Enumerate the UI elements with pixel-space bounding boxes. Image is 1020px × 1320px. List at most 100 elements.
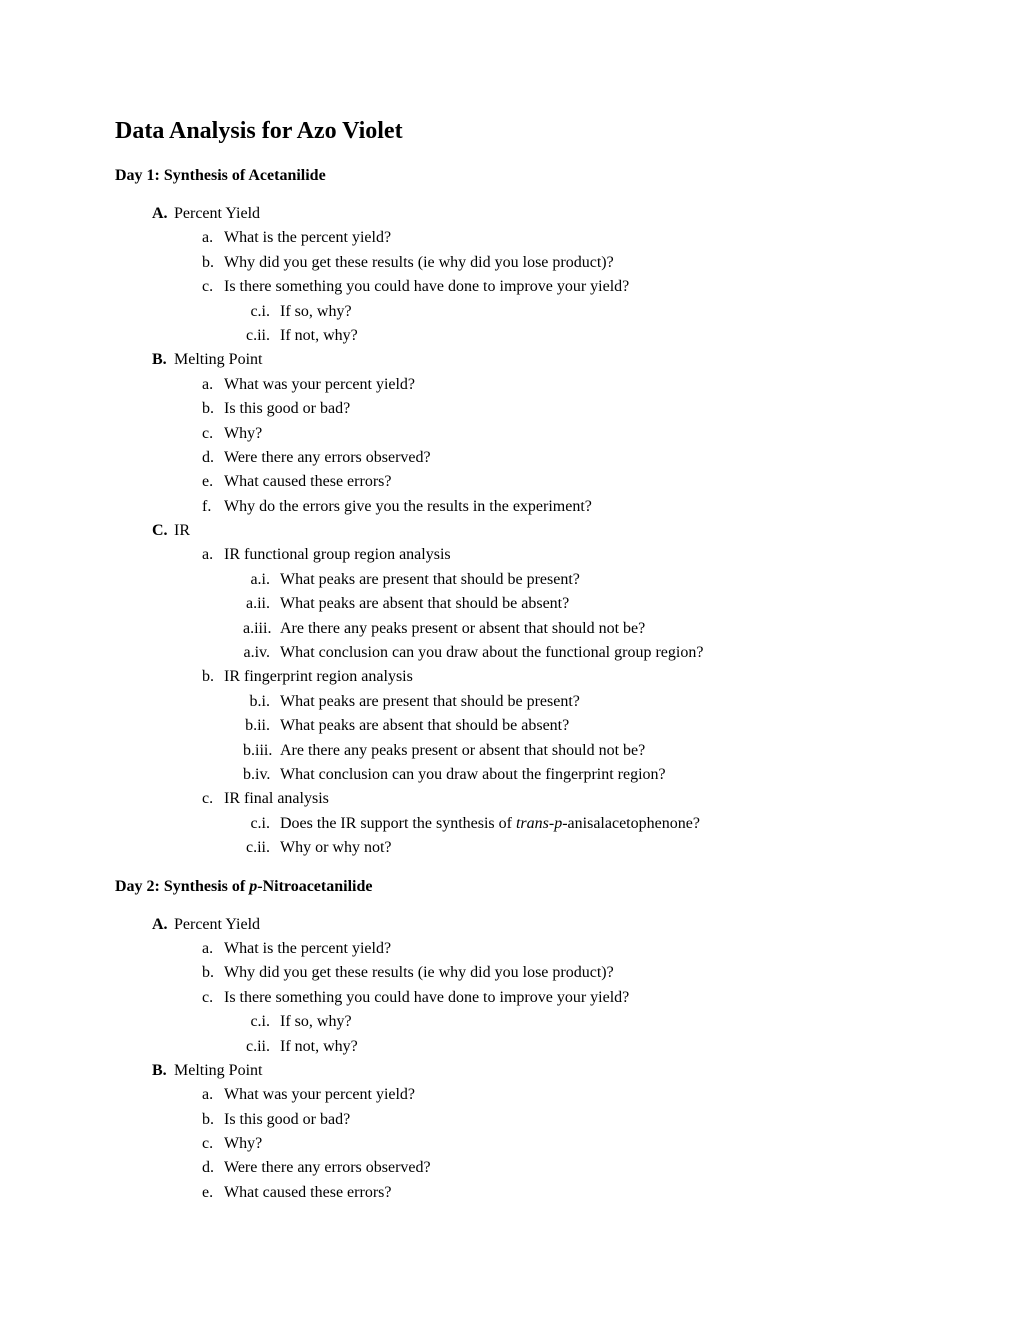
list-marker: e. <box>202 471 224 493</box>
list-item: b.Is this good or bad? <box>202 1109 905 1131</box>
list-marker: a. <box>202 938 224 960</box>
list-marker: c.ii. <box>243 837 280 859</box>
list-item: a.ii.What peaks are absent that should b… <box>243 593 905 615</box>
list-item: a.iv.What conclusion can you draw about … <box>243 642 905 664</box>
list-text: Does the IR support the synthesis of <box>280 815 516 832</box>
list-text: Melting Point <box>174 351 262 368</box>
list-text: What caused these errors? <box>224 1184 391 1201</box>
list-item: b.iv.What conclusion can you draw about … <box>243 764 905 786</box>
list-item: c.Is there something you could have done… <box>202 987 905 1009</box>
list-text: What peaks are absent that should be abs… <box>280 717 569 734</box>
list-item: b.IR fingerprint region analysis <box>202 666 905 688</box>
list-text: Is this good or bad? <box>224 1111 350 1128</box>
list-marker: b. <box>202 962 224 984</box>
list-marker: B. <box>152 349 174 371</box>
list-text: If so, why? <box>280 1013 352 1030</box>
page-title: Data Analysis for Azo Violet <box>115 118 905 145</box>
list-marker: d. <box>202 1157 224 1179</box>
list-marker: a. <box>202 544 224 566</box>
italic-text: trans-p- <box>516 815 568 832</box>
list-marker: b. <box>202 666 224 688</box>
list-item: a.iii.Are there any peaks present or abs… <box>243 618 905 640</box>
list-text: What is the percent yield? <box>224 229 391 246</box>
list-text: If not, why? <box>280 1038 358 1055</box>
list-text: IR <box>174 522 190 539</box>
list-marker: c.ii. <box>243 325 280 347</box>
list-text: Is there something you could have done t… <box>224 989 629 1006</box>
list-item: C.IR <box>152 520 905 542</box>
list-item: b.Is this good or bad? <box>202 398 905 420</box>
list-marker: b.iii. <box>243 740 280 762</box>
heading-text: Day 2: Synthesis of <box>115 878 249 895</box>
list-text: What peaks are present that should be pr… <box>280 693 580 710</box>
list-text: Why? <box>224 1135 262 1152</box>
list-marker: c. <box>202 423 224 445</box>
list-item: d.Were there any errors observed? <box>202 447 905 469</box>
list-text: Why did you get these results (ie why di… <box>224 964 614 981</box>
list-marker: C. <box>152 520 174 542</box>
list-item: c.Is there something you could have done… <box>202 276 905 298</box>
list-text: Is there something you could have done t… <box>224 278 629 295</box>
list-marker: c.i. <box>243 813 280 835</box>
list-text: anisalacetophenone? <box>568 815 700 832</box>
list-item: a.i.What peaks are present that should b… <box>243 569 905 591</box>
list-marker: b. <box>202 398 224 420</box>
list-marker: b.iv. <box>243 764 280 786</box>
list-text: Why? <box>224 425 262 442</box>
list-marker: a.ii. <box>243 593 280 615</box>
list-text: Percent Yield <box>174 205 260 222</box>
list-text: Is this good or bad? <box>224 400 350 417</box>
list-item: f.Why do the errors give you the results… <box>202 496 905 518</box>
list-item: c.ii.If not, why? <box>243 1036 905 1058</box>
list-marker: d. <box>202 447 224 469</box>
list-marker: A. <box>152 203 174 225</box>
list-item: A.Percent Yield <box>152 203 905 225</box>
list-text: IR fingerprint region analysis <box>224 668 413 685</box>
list-text: What was your percent yield? <box>224 376 415 393</box>
list-marker: A. <box>152 914 174 936</box>
list-item: a.What is the percent yield? <box>202 938 905 960</box>
list-marker: c. <box>202 788 224 810</box>
list-item: a.What was your percent yield? <box>202 1084 905 1106</box>
list-item: b.Why did you get these results (ie why … <box>202 962 905 984</box>
list-marker: a.i. <box>243 569 280 591</box>
list-text: If so, why? <box>280 303 352 320</box>
list-marker: a. <box>202 227 224 249</box>
list-item: b.iii.Are there any peaks present or abs… <box>243 740 905 762</box>
list-marker: c. <box>202 276 224 298</box>
list-item: B.Melting Point <box>152 1060 905 1082</box>
list-marker: B. <box>152 1060 174 1082</box>
list-marker: c.ii. <box>243 1036 280 1058</box>
list-item: a.What was your percent yield? <box>202 374 905 396</box>
day1-heading: Day 1: Synthesis of Acetanilide <box>115 167 905 185</box>
list-text: Why did you get these results (ie why di… <box>224 254 614 271</box>
list-item: b.Why did you get these results (ie why … <box>202 252 905 274</box>
list-marker: a. <box>202 1084 224 1106</box>
list-item: b.i.What peaks are present that should b… <box>243 691 905 713</box>
list-marker: b. <box>202 1109 224 1131</box>
list-item: e.What caused these errors? <box>202 1182 905 1204</box>
list-marker: b.ii. <box>243 715 280 737</box>
list-item: c.i.If so, why? <box>243 301 905 323</box>
list-marker: c.i. <box>243 1011 280 1033</box>
list-text: What is the percent yield? <box>224 940 391 957</box>
list-marker: a.iv. <box>243 642 280 664</box>
list-text: What conclusion can you draw about the f… <box>280 644 703 661</box>
list-marker: f. <box>202 496 224 518</box>
list-text: What peaks are absent that should be abs… <box>280 595 569 612</box>
list-item: A.Percent Yield <box>152 914 905 936</box>
list-marker: a. <box>202 374 224 396</box>
list-item: c.Why? <box>202 1133 905 1155</box>
list-text: What was your percent yield? <box>224 1086 415 1103</box>
list-text: Percent Yield <box>174 916 260 933</box>
list-item: c.ii.If not, why? <box>243 325 905 347</box>
list-item: c.Why? <box>202 423 905 445</box>
list-text: What caused these errors? <box>224 473 391 490</box>
list-item: c.ii.Why or why not? <box>243 837 905 859</box>
list-item: a.IR functional group region analysis <box>202 544 905 566</box>
list-marker: c. <box>202 1133 224 1155</box>
list-marker: c.i. <box>243 301 280 323</box>
list-item: c.i.If so, why? <box>243 1011 905 1033</box>
list-marker: b. <box>202 252 224 274</box>
list-item: B.Melting Point <box>152 349 905 371</box>
